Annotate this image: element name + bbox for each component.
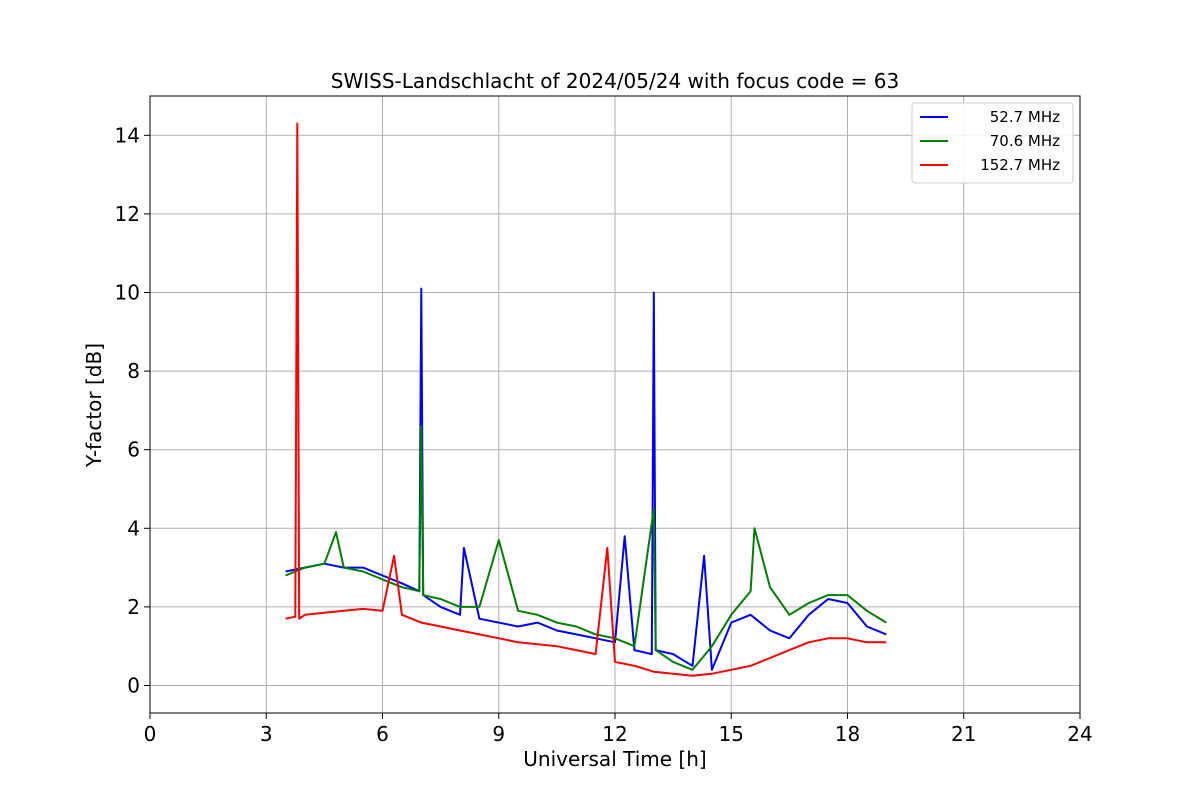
y-tick-label: 8: [127, 359, 140, 383]
x-axis-label: Universal Time [h]: [523, 747, 706, 771]
x-tick-label: 24: [1067, 722, 1092, 746]
y-axis-label: Y-factor [dB]: [82, 343, 106, 468]
y-tick-label: 12: [115, 202, 140, 226]
legend-label: 52.7 MHz: [990, 108, 1060, 126]
series-line-3: [285, 122, 887, 677]
x-tick-label: 0: [144, 722, 157, 746]
series-line-2: [285, 425, 887, 671]
plot-area: [285, 122, 887, 677]
y-tick-label: 10: [115, 280, 140, 304]
y-tick-label: 2: [127, 595, 140, 619]
x-tick-label: 3: [260, 722, 273, 746]
x-tick-label: 15: [719, 722, 744, 746]
y-tick-label: 6: [127, 438, 140, 462]
y-tick-label: 14: [115, 123, 140, 147]
series-line-1: [285, 287, 887, 671]
legend-box: [911, 102, 1074, 184]
legend: 52.7 MHz 70.6 MHz 152.7 MHz: [911, 102, 1074, 184]
x-tick-label: 21: [951, 722, 976, 746]
x-tick-label: 18: [835, 722, 860, 746]
legend-label: 152.7 MHz: [980, 156, 1060, 174]
chart-title: SWISS-Landschlacht of 2024/05/24 with fo…: [331, 69, 899, 93]
legend-label: 70.6 MHz: [990, 132, 1060, 150]
x-tick-label: 6: [376, 722, 389, 746]
x-tick-label: 12: [602, 722, 627, 746]
y-tick-label: 4: [127, 516, 140, 540]
x-tick-label: 9: [492, 722, 505, 746]
y-tick-label: 0: [127, 673, 140, 697]
